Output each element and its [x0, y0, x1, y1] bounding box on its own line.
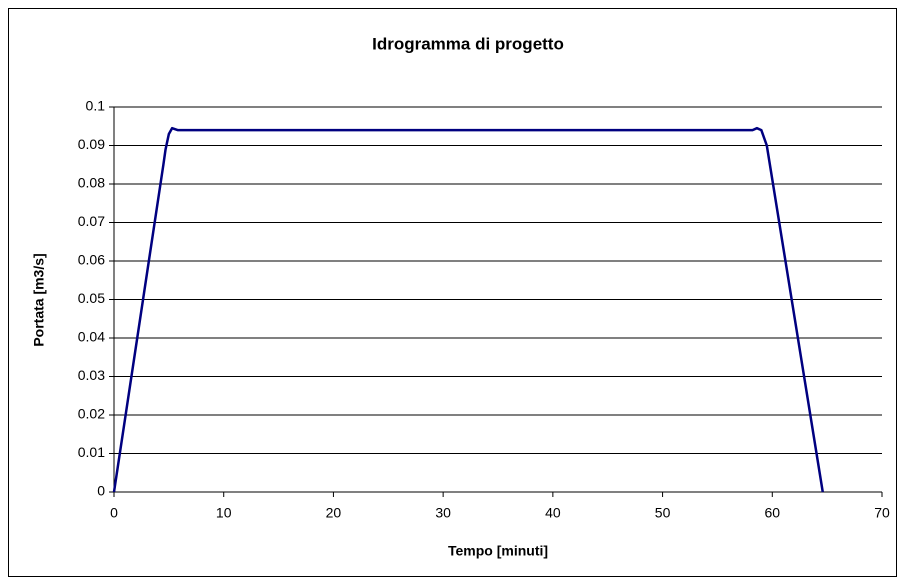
- x-tick-label: 70: [874, 505, 890, 521]
- y-tick-label: 0.06: [78, 252, 105, 268]
- y-tick-label: 0.04: [78, 329, 105, 345]
- data-line: [112, 126, 824, 493]
- y-tick-label: 0.08: [78, 175, 105, 191]
- y-axis-label: Portata [m3/s]: [31, 253, 47, 346]
- chart-frame: [8, 8, 897, 577]
- y-tick-label: 0.09: [78, 136, 105, 152]
- chart-title: Idrogramma di progetto: [372, 34, 564, 53]
- x-tick-label: 20: [326, 505, 342, 521]
- x-tick-label: 60: [764, 505, 780, 521]
- y-tick-label: 0.05: [78, 290, 105, 306]
- y-tick-label: 0.03: [78, 367, 105, 383]
- x-tick-label: 10: [216, 505, 232, 521]
- x-tick-label: 50: [655, 505, 671, 521]
- y-tick-label: 0.07: [78, 213, 105, 229]
- x-axis-label: Tempo [minuti]: [448, 543, 548, 559]
- x-tick-label: 40: [545, 505, 561, 521]
- x-tick-label: 30: [435, 505, 451, 521]
- y-tick-label: 0.1: [86, 98, 106, 114]
- y-tick-label: 0: [97, 483, 105, 499]
- y-tick-label: 0.01: [78, 444, 105, 460]
- y-tick-label: 0.02: [78, 406, 105, 422]
- x-tick-label: 0: [110, 505, 118, 521]
